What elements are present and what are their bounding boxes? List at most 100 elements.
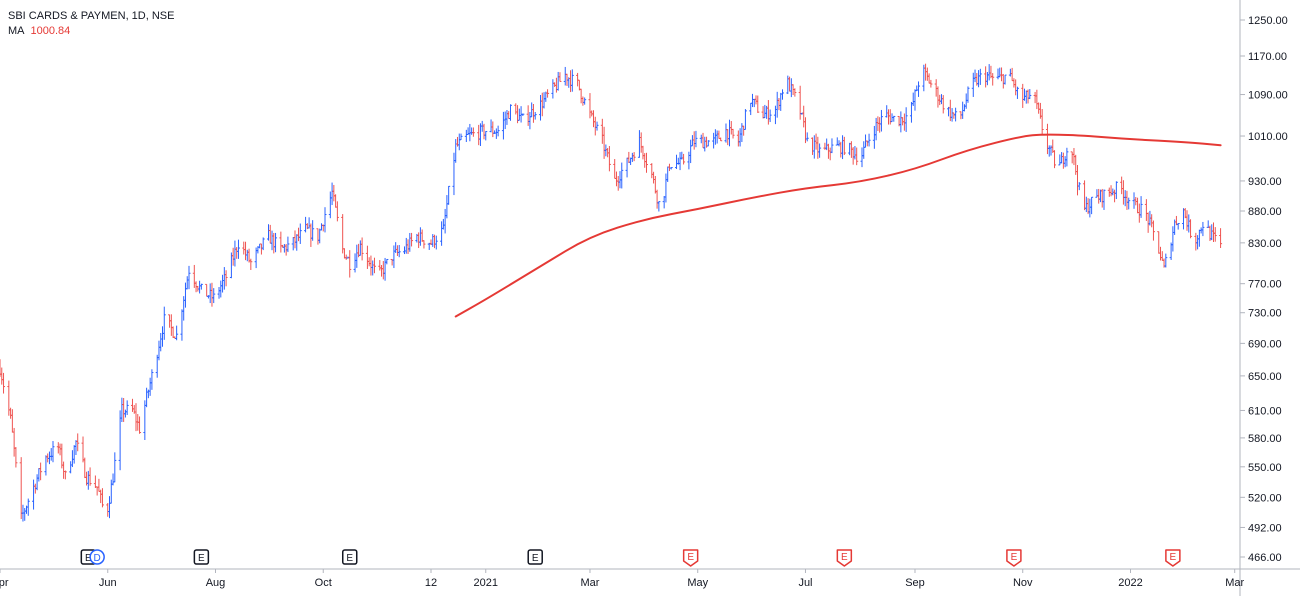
ohlc-bar — [452, 152, 456, 196]
ohlc-bar — [47, 451, 51, 465]
ohlc-bar — [922, 64, 926, 92]
ohlc-bar — [58, 443, 62, 456]
ohlc-bar — [888, 109, 892, 125]
ohlc-bar — [443, 208, 447, 234]
ohlc-bar — [380, 265, 384, 277]
ohlc-bar — [581, 96, 585, 106]
ohlc-bar — [987, 64, 991, 81]
ohlc-bar — [528, 111, 532, 130]
ohlc-bar — [39, 462, 43, 481]
ohlc-bar — [1058, 154, 1062, 166]
ohlc-bar — [109, 479, 113, 504]
y-tick-label: 690.00 — [1248, 338, 1282, 350]
ohlc-bar — [383, 257, 387, 281]
ohlc-bar — [1100, 188, 1104, 208]
ohlc-bar — [948, 99, 952, 122]
ohlc-bar — [295, 234, 299, 251]
ohlc-bar — [632, 152, 636, 162]
ohlc-bar — [713, 129, 717, 145]
symbol-label[interactable]: SBI CARDS & PAYMEN, 1D, NSE — [8, 10, 175, 22]
ohlc-bar — [10, 409, 14, 433]
y-tick-label: 580.00 — [1248, 433, 1282, 445]
ohlc-bar — [235, 247, 239, 259]
ohlc-bar — [99, 489, 103, 504]
ohlc-bar — [1196, 235, 1200, 250]
ohlc-bar — [319, 223, 323, 231]
ohlc-bar — [1181, 208, 1185, 230]
ohlc-bar — [1157, 231, 1161, 254]
ohlc-bar — [867, 133, 871, 147]
ohlc-bar — [971, 72, 975, 97]
ohlc-bar — [484, 131, 488, 141]
ohlc-bar — [19, 457, 23, 520]
ohlc-bar — [1098, 189, 1102, 203]
ohlc-bar — [447, 185, 451, 205]
ohlc-bar — [86, 470, 90, 490]
upcoming-earnings-event-marker[interactable]: E — [682, 549, 699, 567]
ohlc-bar — [1189, 219, 1193, 239]
ohlc-bar — [1060, 152, 1064, 164]
ohlc-bar — [1028, 89, 1032, 100]
ohlc-bar — [224, 270, 228, 287]
ohlc-bar — [602, 126, 606, 159]
ohlc-bar — [1014, 79, 1018, 96]
ohlc-bar — [26, 498, 30, 516]
ohlc-bar — [761, 106, 765, 119]
ohlc-bar — [1077, 182, 1081, 191]
upcoming-earnings-event-marker[interactable]: E — [1165, 549, 1181, 567]
ohlc-bar — [491, 121, 495, 138]
ohlc-bar — [286, 236, 290, 253]
ohlc-bar — [433, 234, 437, 249]
ohlc-bar — [911, 92, 915, 106]
ohlc-bar — [934, 79, 938, 97]
ohlc-bar — [996, 68, 1000, 80]
ohlc-bar — [927, 73, 931, 84]
ohlc-bar — [872, 125, 876, 149]
ohlc-bar — [233, 240, 237, 267]
upcoming-earnings-event-marker[interactable]: E — [1006, 549, 1022, 567]
y-tick-label: 930.00 — [1248, 176, 1282, 188]
ohlc-bar — [917, 81, 921, 97]
ohlc-bar — [489, 119, 493, 133]
ohlc-bar — [410, 232, 414, 247]
ohlc-bar — [729, 121, 733, 135]
ohlc-bar — [777, 97, 781, 111]
ohlc-bar — [182, 296, 186, 321]
ohlc-bar — [23, 508, 27, 521]
ohlc-bar — [1109, 185, 1113, 197]
earnings-event-marker[interactable]: E — [341, 549, 358, 565]
ohlc-bar — [625, 157, 629, 178]
ohlc-bar — [9, 407, 13, 419]
ma-legend[interactable]: MA 1000.84 — [8, 24, 174, 39]
ohlc-bar — [95, 486, 99, 496]
ohlc-bar — [533, 111, 537, 120]
ohlc-bar — [657, 201, 661, 212]
ohlc-bar — [457, 133, 461, 151]
ohlc-bar — [805, 132, 809, 142]
ohlc-bar — [431, 234, 435, 247]
ohlc-bar — [823, 142, 827, 150]
ohlc-bar — [874, 117, 878, 141]
ohlc-bar — [274, 232, 278, 253]
ohlc-bar — [330, 182, 334, 206]
upcoming-earnings-event-marker[interactable]: E — [836, 549, 853, 567]
ohlc-bar — [113, 452, 117, 483]
ohlc-bar — [1088, 198, 1092, 218]
earnings-event-marker[interactable]: E — [527, 549, 543, 565]
ohlc-bar — [666, 166, 670, 182]
ohlc-bar — [853, 146, 857, 160]
ohlc-bar — [675, 154, 679, 169]
ohlc-bar — [811, 137, 815, 155]
ohlc-bar — [217, 287, 221, 299]
ohlc-bar — [395, 245, 399, 256]
ohlc-bar — [229, 252, 233, 279]
ohlc-bar — [0, 367, 4, 385]
ohlc-bar — [1001, 73, 1005, 89]
dividend-event-marker[interactable]: D — [89, 549, 105, 565]
y-tick-label: 610.00 — [1248, 405, 1282, 417]
ohlc-bar — [7, 380, 11, 416]
earnings-event-marker[interactable]: E — [193, 549, 210, 565]
ohlc-bar — [175, 325, 179, 341]
ohlc-bar — [185, 276, 189, 290]
